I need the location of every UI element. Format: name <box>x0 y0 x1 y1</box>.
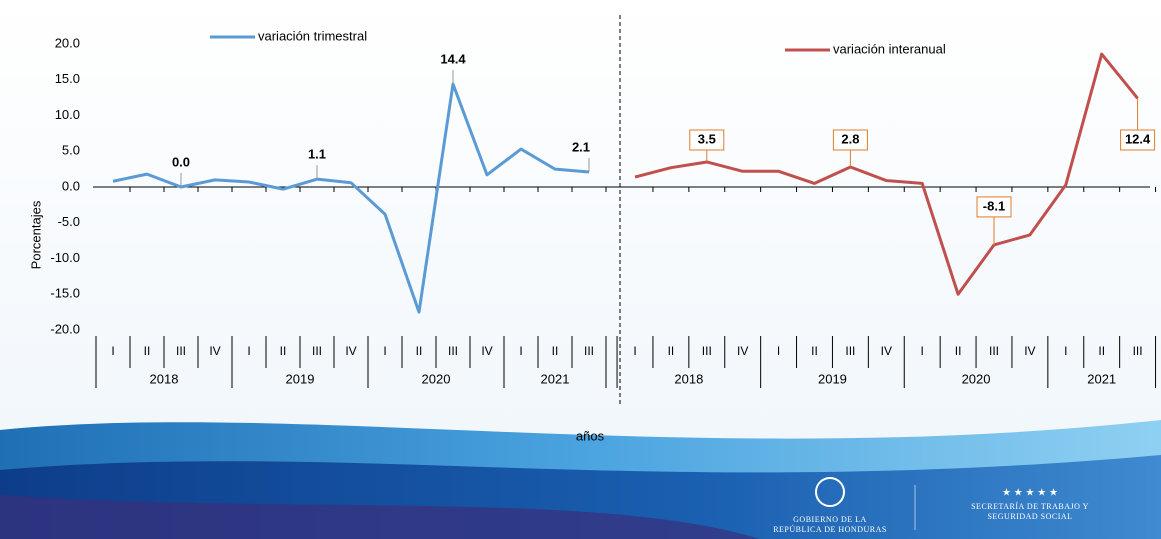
x-tick-label: II <box>668 344 675 358</box>
x-axis-label: años <box>576 428 605 443</box>
x-tick-label: I <box>921 344 924 358</box>
ministry-name: Secretaría de Trabajo y <box>971 501 1089 511</box>
y-tick-label: 0.0 <box>62 178 80 193</box>
label-box <box>1120 129 1156 151</box>
x-tick-label: I <box>633 344 636 358</box>
data-label: 3.5 <box>698 131 716 146</box>
x-tick-label: II <box>416 344 423 358</box>
x-tick-label: III <box>176 344 186 358</box>
x-tick-label: III <box>312 344 322 358</box>
data-label: 1.1 <box>308 147 326 162</box>
y-tick-label: -20.0 <box>50 321 80 336</box>
data-label: 2.1 <box>572 139 590 154</box>
gov-emblem <box>815 477 845 507</box>
data-label: 2.8 <box>841 131 859 146</box>
data-label: 14.4 <box>440 51 466 66</box>
x-tick-label: IV <box>209 344 220 358</box>
label-box <box>976 196 1012 218</box>
x-tick-label: III <box>584 344 594 358</box>
year-label: 2021 <box>541 371 570 386</box>
x-tick-label: I <box>519 344 522 358</box>
gov-name: República de Honduras <box>773 524 887 534</box>
x-tick-label: I <box>1064 344 1067 358</box>
line <box>112 82 590 314</box>
label-box <box>832 129 868 151</box>
x-tick-label: III <box>702 344 712 358</box>
x-tick-label: IV <box>881 344 892 358</box>
y-tick-label: 5.0 <box>62 143 80 158</box>
legend-label: variación interanual <box>833 41 946 56</box>
x-tick-label: II <box>552 344 559 358</box>
y-tick-label: -5.0 <box>58 214 80 229</box>
data-label: 12.4 <box>1125 131 1151 146</box>
data-label: 0.0 <box>172 154 190 169</box>
y-axis-label: Porcentajes <box>28 200 43 269</box>
x-tick-label: III <box>989 344 999 358</box>
y-tick-label: 10.0 <box>55 107 80 122</box>
x-tick-label: IV <box>737 344 748 358</box>
y-tick-label: -10.0 <box>50 250 80 265</box>
y-tick-label: -15.0 <box>50 286 80 301</box>
x-tick-label: IV <box>345 344 356 358</box>
ministry-name: Seguridad Social <box>987 512 1072 521</box>
x-tick-label: II <box>280 344 287 358</box>
gov-name: Gobierno de la <box>793 515 867 524</box>
x-tick-label: III <box>845 344 855 358</box>
y-tick-label: 15.0 <box>55 71 80 86</box>
x-tick-label: II <box>144 344 151 358</box>
stars: ★ ★ ★ ★ ★ <box>1002 488 1058 499</box>
year-label: 2019 <box>818 371 847 386</box>
legend-label: variación trimestral <box>258 28 367 43</box>
x-tick-label: I <box>777 344 780 358</box>
x-tick-label: III <box>448 344 458 358</box>
y-tick-label: 20.0 <box>55 35 80 50</box>
year-label: 2021 <box>1087 371 1116 386</box>
label-box <box>689 129 725 151</box>
x-tick-label: I <box>383 344 386 358</box>
line <box>634 52 1139 296</box>
year-label: 2020 <box>962 371 991 386</box>
x-tick-label: I <box>247 344 250 358</box>
footer-wave <box>0 495 760 539</box>
x-tick-label: II <box>811 344 818 358</box>
x-tick-label: IV <box>481 344 492 358</box>
x-tick-label: I <box>111 344 114 358</box>
x-tick-label: II <box>955 344 962 358</box>
x-tick-label: II <box>1098 344 1105 358</box>
x-tick-label: III <box>1133 344 1143 358</box>
year-label: 2018 <box>674 371 703 386</box>
year-label: 2019 <box>286 371 315 386</box>
year-label: 2018 <box>150 371 179 386</box>
x-tick-label: IV <box>1024 344 1035 358</box>
year-label: 2020 <box>422 371 451 386</box>
data-label: -8.1 <box>983 198 1005 213</box>
